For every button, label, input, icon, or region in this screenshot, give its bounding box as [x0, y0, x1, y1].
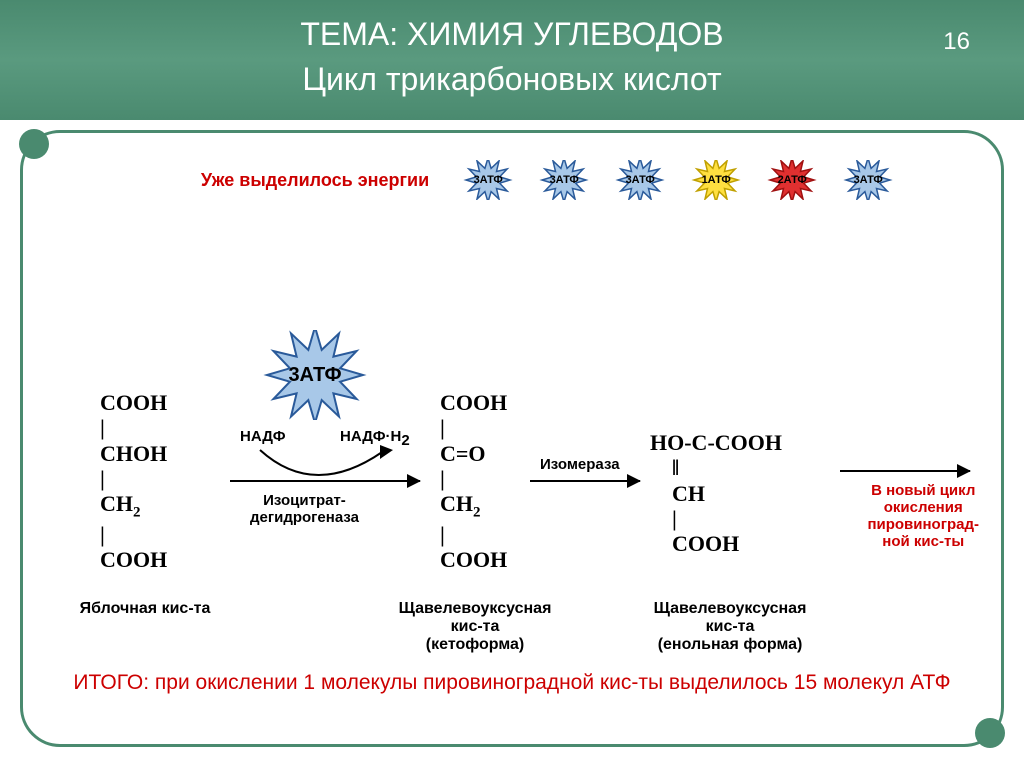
- burst-label: 2АТФ: [778, 174, 807, 186]
- slide-header: ТЕМА: ХИМИЯ УГЛЕВОДОВ Цикл трикарбоновых…: [0, 0, 1024, 120]
- molecule-oxaloacetic-keto: COOH | C=O | CH2 | COOH: [440, 390, 507, 572]
- page-number: 16: [943, 28, 970, 56]
- reaction-curve: [255, 445, 395, 490]
- reaction-arrow-arrow3: [840, 470, 970, 472]
- cycle-result-text: В новый цикл окисления пировиноград- ной…: [867, 482, 979, 550]
- reaction-arrow-arrow2: [530, 480, 640, 482]
- atp-burst-0: 3АТФ: [453, 160, 523, 200]
- atp-burst-5: 3АТФ: [833, 160, 903, 200]
- arrow-label-arrow2: Изомераза: [540, 456, 620, 473]
- cofactor-left: НАДФ: [240, 428, 286, 445]
- atp-burst-2: 3АТФ: [605, 160, 675, 200]
- atp-burst-4: 2АТФ: [757, 160, 827, 200]
- content-area: Уже выделилось энергии 3АТФ 3АТФ 3АТФ 1А…: [20, 130, 1004, 747]
- header-title-2: Цикл трикарбоновых кислот: [0, 57, 1024, 102]
- atp-burst-3: 1АТФ: [681, 160, 751, 200]
- molecule-name-oxaloacetic-keto: Щавелевоуксусная кис-та (кетоформа): [370, 600, 580, 654]
- molecule-malic: COOH | CHOH | CH2 | COOH: [100, 390, 167, 572]
- summary-text: ИТОГО: при окислении 1 молекулы пировино…: [50, 668, 974, 697]
- energy-row: Уже выделилось энергии 3АТФ 3АТФ 3АТФ 1А…: [130, 160, 974, 200]
- molecule-name-malic: Яблочная кис-та: [60, 600, 230, 618]
- molecule-oxaloacetic-enol: HO-C-COOH ‖ CH | COOH: [650, 430, 782, 556]
- burst-label: 1АТФ: [702, 174, 731, 186]
- atp-burst-1: 3АТФ: [529, 160, 599, 200]
- big-burst-label: 3АТФ: [288, 364, 341, 387]
- burst-label: 3АТФ: [854, 174, 883, 186]
- burst-label: 3АТФ: [626, 174, 655, 186]
- reaction-area: COOH | CHOH | CH2 | COOHЯблочная кис-таC…: [70, 390, 964, 650]
- burst-label: 3АТФ: [550, 174, 579, 186]
- molecule-name-oxaloacetic-enol: Щавелевоуксусная кис-та (енольная форма): [620, 600, 840, 654]
- burst-label: 3АТФ: [474, 174, 503, 186]
- energy-label: Уже выделилось энергии: [201, 170, 429, 191]
- arrow-label-arrow1: Изоцитрат- дегидрогеназа: [250, 492, 359, 526]
- header-title-1: ТЕМА: ХИМИЯ УГЛЕВОДОВ: [0, 12, 1024, 57]
